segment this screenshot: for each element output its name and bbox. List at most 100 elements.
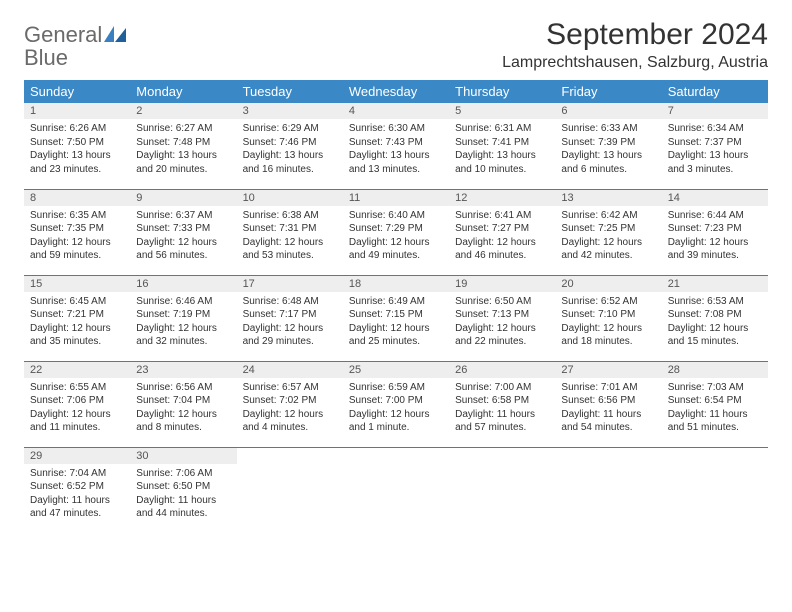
day-line-d2: and 22 minutes. [455, 335, 549, 349]
day-line-ss: Sunset: 7:17 PM [243, 308, 337, 322]
day-line-sr: Sunrise: 6:33 AM [561, 122, 655, 136]
day-line-d2: and 57 minutes. [455, 421, 549, 435]
day-number: 5 [449, 103, 555, 119]
day-line-d1: Daylight: 12 hours [30, 408, 124, 422]
calendar-cell [449, 447, 555, 533]
day-line-ss: Sunset: 7:46 PM [243, 136, 337, 150]
day-line-d1: Daylight: 11 hours [561, 408, 655, 422]
calendar-row: 8Sunrise: 6:35 AMSunset: 7:35 PMDaylight… [24, 189, 768, 275]
day-line-sr: Sunrise: 6:57 AM [243, 381, 337, 395]
day-number: 11 [343, 190, 449, 206]
day-details: Sunrise: 6:49 AMSunset: 7:15 PMDaylight:… [343, 292, 449, 353]
day-line-d1: Daylight: 11 hours [136, 494, 230, 508]
calendar-cell: 26Sunrise: 7:00 AMSunset: 6:58 PMDayligh… [449, 361, 555, 447]
day-number: 23 [130, 362, 236, 378]
day-line-sr: Sunrise: 7:06 AM [136, 467, 230, 481]
calendar-row: 22Sunrise: 6:55 AMSunset: 7:06 PMDayligh… [24, 361, 768, 447]
day-line-d1: Daylight: 12 hours [349, 236, 443, 250]
day-number: 4 [343, 103, 449, 119]
day-line-ss: Sunset: 6:50 PM [136, 480, 230, 494]
day-line-d1: Daylight: 12 hours [455, 322, 549, 336]
calendar-cell: 4Sunrise: 6:30 AMSunset: 7:43 PMDaylight… [343, 103, 449, 189]
day-line-d2: and 51 minutes. [668, 421, 762, 435]
day-line-ss: Sunset: 6:54 PM [668, 394, 762, 408]
calendar-row: 29Sunrise: 7:04 AMSunset: 6:52 PMDayligh… [24, 447, 768, 533]
day-number: 20 [555, 276, 661, 292]
logo-text-1: General [24, 22, 102, 47]
day-details: Sunrise: 6:41 AMSunset: 7:27 PMDaylight:… [449, 206, 555, 267]
day-number: 17 [237, 276, 343, 292]
day-line-ss: Sunset: 7:02 PM [243, 394, 337, 408]
day-line-d2: and 56 minutes. [136, 249, 230, 263]
day-line-ss: Sunset: 7:33 PM [136, 222, 230, 236]
day-line-d2: and 35 minutes. [30, 335, 124, 349]
day-details: Sunrise: 7:00 AMSunset: 6:58 PMDaylight:… [449, 378, 555, 439]
day-line-sr: Sunrise: 6:44 AM [668, 209, 762, 223]
day-details: Sunrise: 7:03 AMSunset: 6:54 PMDaylight:… [662, 378, 768, 439]
day-line-d2: and 11 minutes. [30, 421, 124, 435]
logo-text-2: Blue [24, 45, 68, 70]
day-number [237, 448, 343, 464]
day-details: Sunrise: 6:34 AMSunset: 7:37 PMDaylight:… [662, 119, 768, 180]
calendar-cell: 3Sunrise: 6:29 AMSunset: 7:46 PMDaylight… [237, 103, 343, 189]
col-head: Monday [130, 80, 236, 103]
day-number: 16 [130, 276, 236, 292]
day-line-sr: Sunrise: 6:49 AM [349, 295, 443, 309]
calendar-cell: 10Sunrise: 6:38 AMSunset: 7:31 PMDayligh… [237, 189, 343, 275]
day-number: 1 [24, 103, 130, 119]
day-number: 12 [449, 190, 555, 206]
calendar-cell: 11Sunrise: 6:40 AMSunset: 7:29 PMDayligh… [343, 189, 449, 275]
calendar-cell: 19Sunrise: 6:50 AMSunset: 7:13 PMDayligh… [449, 275, 555, 361]
calendar-cell [555, 447, 661, 533]
day-line-d2: and 53 minutes. [243, 249, 337, 263]
day-number [343, 448, 449, 464]
day-line-sr: Sunrise: 6:50 AM [455, 295, 549, 309]
day-number: 15 [24, 276, 130, 292]
day-details: Sunrise: 6:57 AMSunset: 7:02 PMDaylight:… [237, 378, 343, 439]
day-line-d1: Daylight: 13 hours [30, 149, 124, 163]
day-number: 28 [662, 362, 768, 378]
day-line-d1: Daylight: 12 hours [668, 236, 762, 250]
day-number: 30 [130, 448, 236, 464]
calendar-cell [343, 447, 449, 533]
day-line-sr: Sunrise: 6:35 AM [30, 209, 124, 223]
logo-sail-icon [104, 26, 126, 42]
day-details: Sunrise: 6:48 AMSunset: 7:17 PMDaylight:… [237, 292, 343, 353]
day-line-ss: Sunset: 6:58 PM [455, 394, 549, 408]
calendar-cell: 18Sunrise: 6:49 AMSunset: 7:15 PMDayligh… [343, 275, 449, 361]
day-line-d1: Daylight: 12 hours [30, 322, 124, 336]
day-details: Sunrise: 7:06 AMSunset: 6:50 PMDaylight:… [130, 464, 236, 525]
day-line-d1: Daylight: 12 hours [561, 236, 655, 250]
day-details: Sunrise: 6:44 AMSunset: 7:23 PMDaylight:… [662, 206, 768, 267]
day-line-d1: Daylight: 12 hours [349, 408, 443, 422]
day-line-sr: Sunrise: 6:41 AM [455, 209, 549, 223]
day-line-ss: Sunset: 7:04 PM [136, 394, 230, 408]
calendar-cell [237, 447, 343, 533]
day-line-sr: Sunrise: 6:46 AM [136, 295, 230, 309]
day-line-sr: Sunrise: 6:40 AM [349, 209, 443, 223]
day-line-ss: Sunset: 7:31 PM [243, 222, 337, 236]
day-line-sr: Sunrise: 7:03 AM [668, 381, 762, 395]
col-head: Thursday [449, 80, 555, 103]
day-details: Sunrise: 6:50 AMSunset: 7:13 PMDaylight:… [449, 292, 555, 353]
day-line-d1: Daylight: 13 hours [455, 149, 549, 163]
day-number: 7 [662, 103, 768, 119]
day-number: 21 [662, 276, 768, 292]
day-line-d2: and 46 minutes. [455, 249, 549, 263]
day-details: Sunrise: 6:56 AMSunset: 7:04 PMDaylight:… [130, 378, 236, 439]
col-head: Wednesday [343, 80, 449, 103]
day-number: 8 [24, 190, 130, 206]
day-details: Sunrise: 6:26 AMSunset: 7:50 PMDaylight:… [24, 119, 130, 180]
calendar-cell: 23Sunrise: 6:56 AMSunset: 7:04 PMDayligh… [130, 361, 236, 447]
calendar-cell: 16Sunrise: 6:46 AMSunset: 7:19 PMDayligh… [130, 275, 236, 361]
calendar-cell: 6Sunrise: 6:33 AMSunset: 7:39 PMDaylight… [555, 103, 661, 189]
day-line-d2: and 20 minutes. [136, 163, 230, 177]
col-head: Friday [555, 80, 661, 103]
day-line-d2: and 49 minutes. [349, 249, 443, 263]
calendar-cell: 17Sunrise: 6:48 AMSunset: 7:17 PMDayligh… [237, 275, 343, 361]
day-line-d2: and 23 minutes. [30, 163, 124, 177]
day-line-d1: Daylight: 13 hours [561, 149, 655, 163]
calendar-row: 15Sunrise: 6:45 AMSunset: 7:21 PMDayligh… [24, 275, 768, 361]
location-text: Lamprechtshausen, Salzburg, Austria [502, 54, 768, 72]
day-line-ss: Sunset: 7:37 PM [668, 136, 762, 150]
